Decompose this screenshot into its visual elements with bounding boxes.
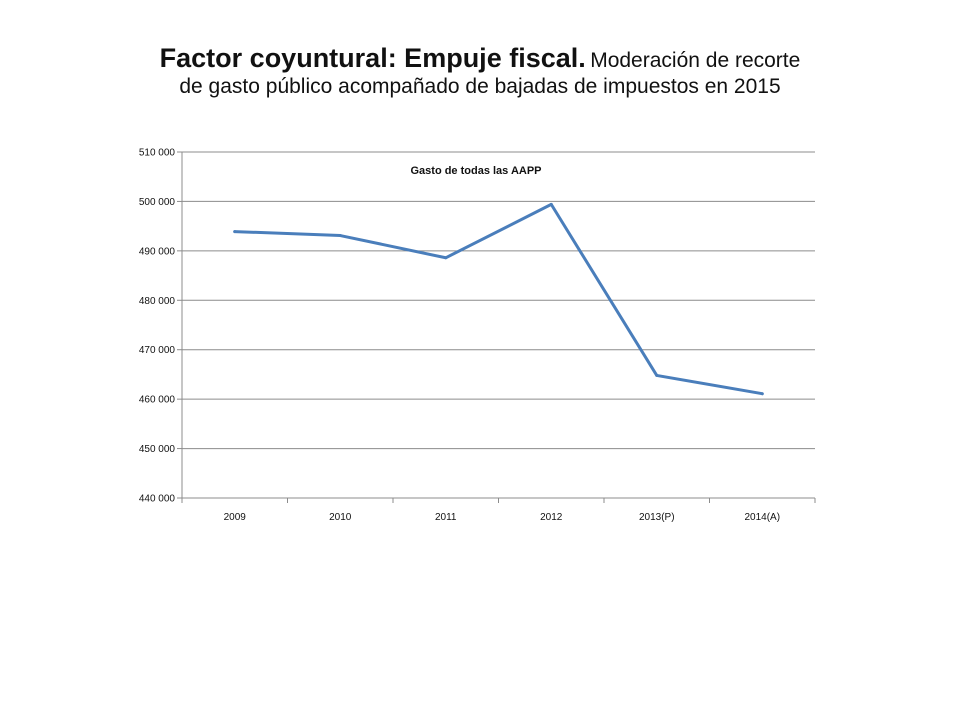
y-axis: 440 000 450 000 460 000 470 000 480 000 490 0… <box>139 148 183 505</box>
data-point <box>338 234 342 238</box>
series-line <box>233 202 764 396</box>
y-tick-label: 450 000 <box>139 444 176 455</box>
slide-title: Factor coyuntural: Empuje fiscal. Modera… <box>100 42 860 100</box>
x-tick-label: 2011 <box>435 512 457 523</box>
data-point <box>233 230 237 234</box>
y-tick-label: 510 000 <box>139 148 176 159</box>
gridlines <box>182 151 815 499</box>
x-tick-label: 2009 <box>224 512 247 523</box>
data-point <box>444 256 448 260</box>
slide-title-line2: de gasto público acompañado de bajadas d… <box>179 75 781 99</box>
series-lines <box>233 202 764 396</box>
x-axis: 2009 2010 2011 2012 2013(P) 2014(A) <box>181 498 816 523</box>
x-tick-label: 2014(A) <box>744 512 780 523</box>
data-point <box>655 373 659 377</box>
y-tick-label: 490 000 <box>139 246 176 257</box>
y-tick-label: 460 000 <box>139 395 176 406</box>
slide-title-rest: Moderación de recorte <box>590 49 801 72</box>
y-tick-label: 470 000 <box>139 345 176 356</box>
data-point <box>760 392 764 396</box>
y-tick-label: 500 000 <box>139 197 176 208</box>
series-label: Gasto de todas las AAPP <box>410 165 541 177</box>
slide-title-bold: Factor coyuntural: Empuje fiscal. <box>159 43 586 73</box>
x-tick-label: 2013(P) <box>639 512 675 523</box>
y-tick-label: 440 000 <box>139 494 176 505</box>
x-tick-label: 2012 <box>540 512 563 523</box>
x-tick-label: 2010 <box>329 512 352 523</box>
y-tick-label: 480 000 <box>139 296 176 307</box>
data-point <box>549 202 553 206</box>
